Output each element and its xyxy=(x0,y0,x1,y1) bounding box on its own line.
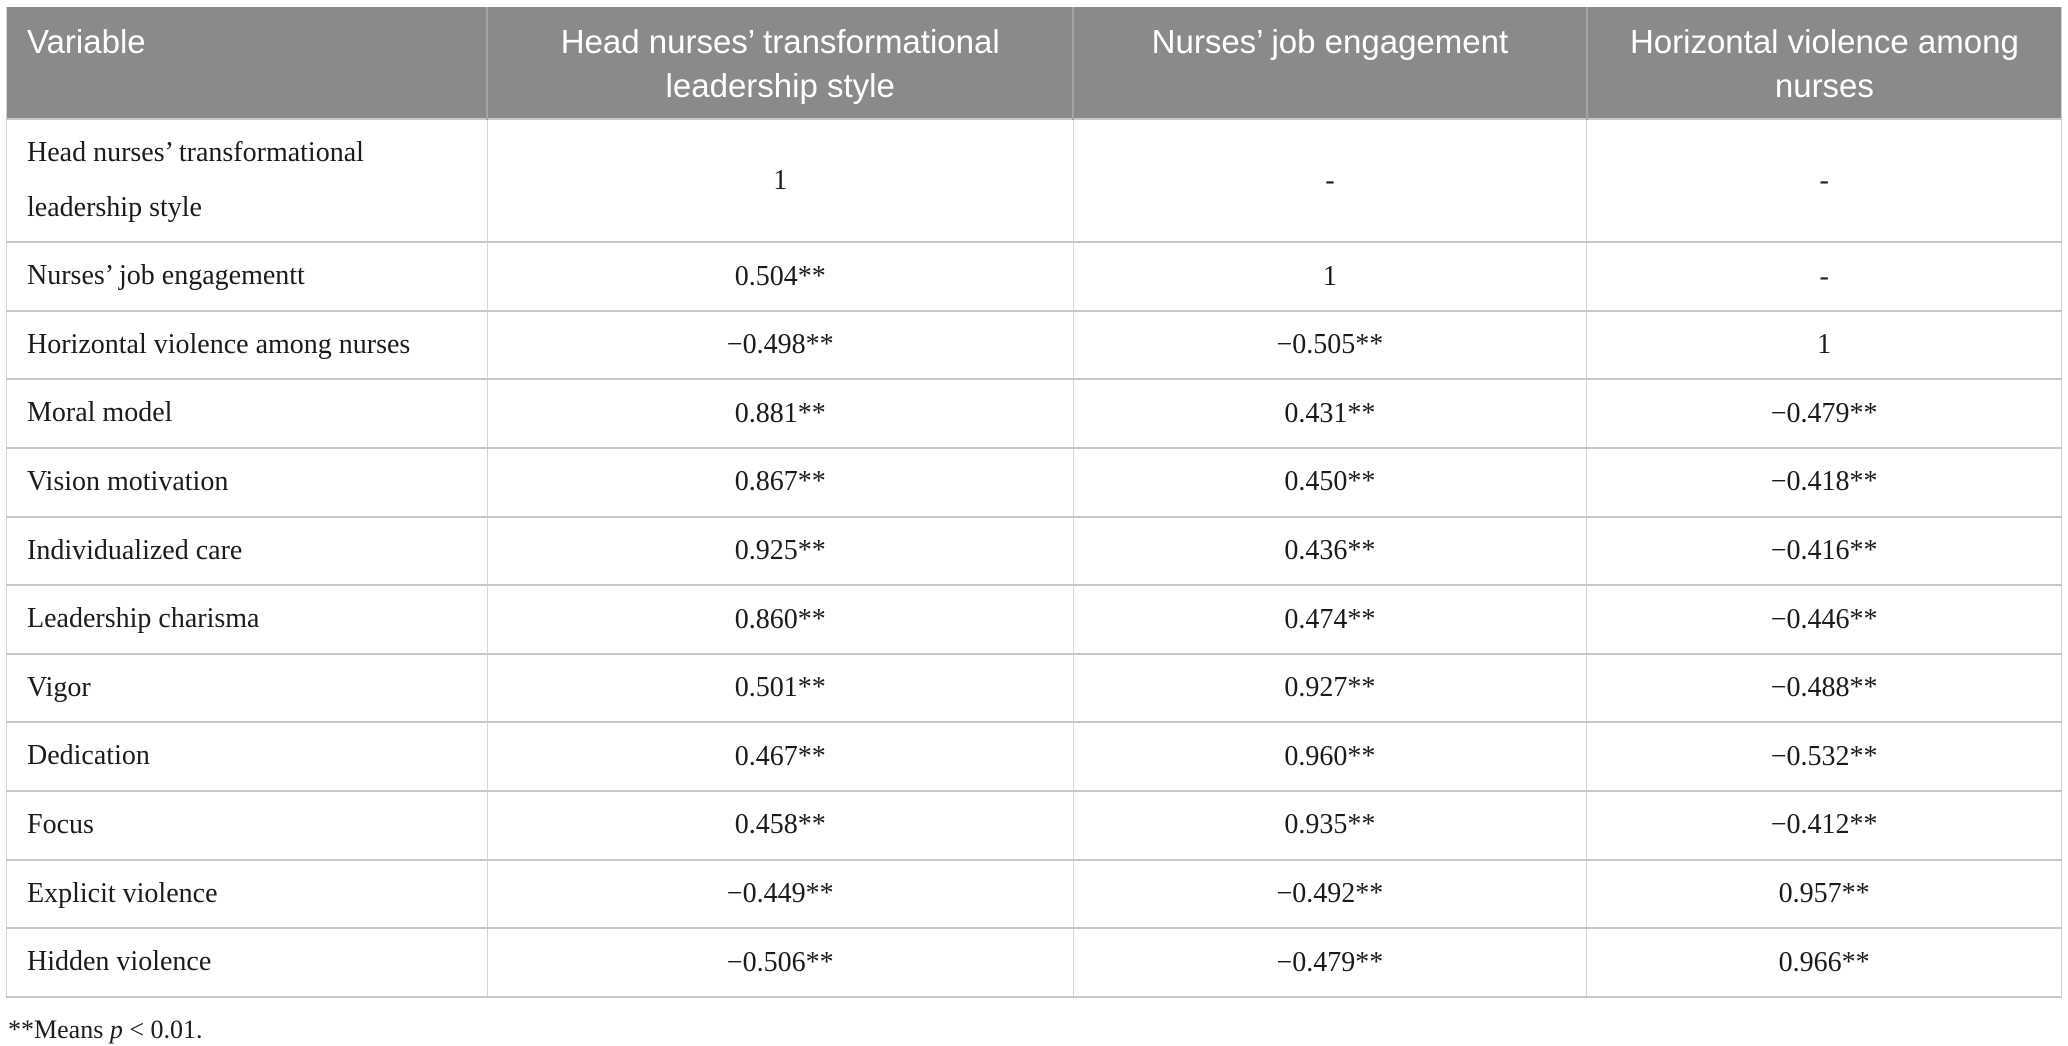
table-row: Head nurses’ transformational leadership… xyxy=(6,118,2062,243)
table-row: Horizontal violence among nurses −0.498**… xyxy=(6,309,2062,380)
value-cell: −0.488** xyxy=(1586,652,2062,723)
value-cell: 1 xyxy=(1072,241,1588,311)
value-cell: −0.532** xyxy=(1586,721,2062,792)
value-cell: −0.446** xyxy=(1586,584,2062,654)
footnote-p-symbol: p xyxy=(109,1014,123,1044)
value-cell: 0.436** xyxy=(1072,515,1588,586)
value-cell: 0.474** xyxy=(1072,584,1588,654)
value-cell: 0.431** xyxy=(1072,378,1588,449)
value-cell: 0.957** xyxy=(1586,858,2062,929)
value-cell: 1 xyxy=(1586,309,2062,380)
value-cell: −0.479** xyxy=(1586,378,2062,449)
table-row: Dedication 0.467** 0.960** −0.532** xyxy=(6,721,2062,792)
variable-cell: Leadership charisma xyxy=(6,584,488,654)
value-cell: 0.504** xyxy=(486,241,1074,311)
column-header-horizontal-violence: Horizontal violence among nurses xyxy=(1585,7,2062,120)
value-cell: −0.449** xyxy=(486,858,1074,929)
variable-cell: Vision motivation xyxy=(6,447,488,517)
variable-cell: Focus xyxy=(6,790,488,860)
value-cell: 0.467** xyxy=(486,721,1074,792)
variable-cell: Nurses’ job engagementt xyxy=(6,241,488,311)
value-cell: - xyxy=(1072,118,1588,243)
variable-cell: Moral model xyxy=(6,378,488,449)
footnote-suffix: < 0.01. xyxy=(122,1014,203,1044)
variable-cell: Horizontal violence among nurses xyxy=(6,309,488,380)
column-header-variable: Variable xyxy=(6,7,488,120)
value-cell: - xyxy=(1586,118,2062,243)
value-cell: 1 xyxy=(486,118,1074,243)
table-row: Explicit violence −0.449** −0.492** 0.957** xyxy=(6,858,2062,929)
value-cell: −0.505** xyxy=(1072,309,1588,380)
variable-cell: Head nurses’ transformational leadership… xyxy=(6,118,488,243)
value-cell: 0.860** xyxy=(486,584,1074,654)
value-cell: 0.881** xyxy=(486,378,1074,449)
table-footnote: **Means p < 0.01. xyxy=(8,1014,2062,1046)
table-row: Vision motivation 0.867** 0.450** −0.418** xyxy=(6,447,2062,517)
value-cell: 0.867** xyxy=(486,447,1074,517)
value-cell: −0.412** xyxy=(1586,790,2062,860)
variable-cell: Vigor xyxy=(6,652,488,723)
header-row: Variable Head nurses’ transformational l… xyxy=(6,7,2062,120)
value-cell: 0.960** xyxy=(1072,721,1588,792)
variable-cell: Explicit violence xyxy=(6,858,488,929)
column-header-job-engagement: Nurses’ job engagement xyxy=(1072,7,1587,120)
value-cell: 0.450** xyxy=(1072,447,1588,517)
value-cell: - xyxy=(1586,241,2062,311)
value-cell: −0.418** xyxy=(1586,447,2062,517)
table-row: Nurses’ job engagementt 0.504** 1- xyxy=(6,241,2062,311)
value-cell: 0.925** xyxy=(486,515,1074,586)
value-cell: −0.416** xyxy=(1586,515,2062,586)
variable-cell: Dedication xyxy=(6,721,488,792)
footnote-prefix: **Means xyxy=(8,1014,110,1044)
value-cell: 0.935** xyxy=(1072,790,1588,860)
variable-cell: Individualized care xyxy=(6,515,488,586)
value-cell: 0.458** xyxy=(486,790,1074,860)
value-cell: 0.927** xyxy=(1072,652,1588,723)
table-row: Vigor 0.501** 0.927** −0.488** xyxy=(6,652,2062,723)
correlation-table: Variable Head nurses’ transformational l… xyxy=(6,7,2062,998)
table-row: Moral model 0.881** 0.431** −0.479** xyxy=(6,378,2062,449)
value-cell: −0.498** xyxy=(486,309,1074,380)
table-row: Leadership charisma 0.860** 0.474** −0.446*… xyxy=(6,584,2062,654)
table-row: Individualized care 0.925** 0.436** −0.416*… xyxy=(6,515,2062,586)
column-header-transformational-leadership: Head nurses’ transformational leadership… xyxy=(486,7,1074,120)
table-row: Focus 0.458** 0.935** −0.412** xyxy=(6,790,2062,860)
value-cell: −0.492** xyxy=(1072,858,1588,929)
value-cell: 0.501** xyxy=(486,652,1074,723)
